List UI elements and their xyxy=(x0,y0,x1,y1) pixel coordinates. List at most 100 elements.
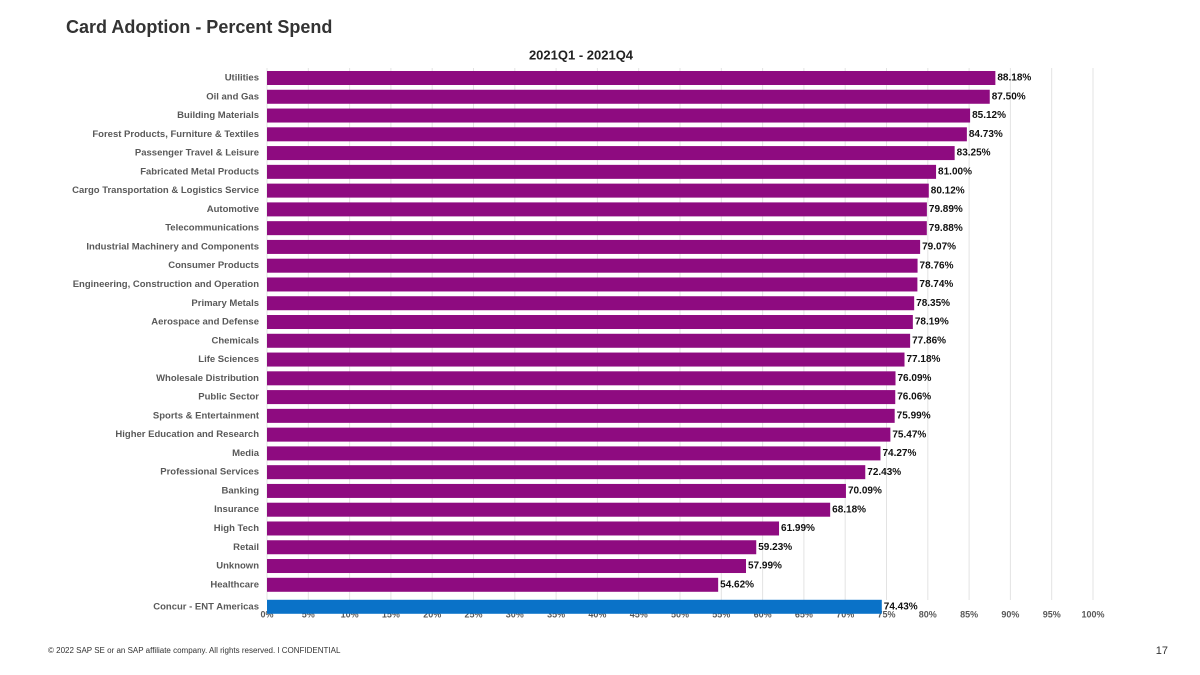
value-label: 76.09% xyxy=(898,373,932,384)
page-number: 17 xyxy=(1156,645,1168,657)
category-label: Unknown xyxy=(216,561,259,572)
chart-title: 2021Q1 - 2021Q4 xyxy=(529,47,634,62)
category-label: Sports & Entertainment xyxy=(153,410,260,421)
category-label: Industrial Machinery and Components xyxy=(86,241,259,252)
bar xyxy=(267,221,927,236)
bar xyxy=(267,390,896,405)
value-label: 81.00% xyxy=(938,166,972,177)
value-label: 72.43% xyxy=(867,467,901,478)
x-tick-label: 65% xyxy=(795,609,813,619)
bar xyxy=(267,483,846,498)
x-tick-label: 15% xyxy=(382,609,400,619)
bar xyxy=(267,239,921,254)
bar xyxy=(267,540,757,555)
category-label: High Tech xyxy=(214,523,259,534)
category-label: Higher Education and Research xyxy=(115,429,259,440)
x-tick-label: 70% xyxy=(836,609,854,619)
category-label: Primary Metals xyxy=(191,298,259,309)
value-label: 57.99% xyxy=(748,561,782,572)
value-label: 59.23% xyxy=(758,542,792,553)
bar xyxy=(267,333,911,348)
bar xyxy=(267,446,881,461)
bar xyxy=(267,164,937,179)
x-tick-label: 50% xyxy=(671,609,689,619)
category-label: Public Sector xyxy=(198,392,259,403)
value-label: 78.19% xyxy=(915,317,949,328)
category-label: Concur - ENT Americas xyxy=(153,601,259,612)
category-label: Banking xyxy=(222,485,260,496)
x-tick-label: 20% xyxy=(423,609,441,619)
value-label: 84.73% xyxy=(969,129,1003,140)
bar xyxy=(267,89,990,104)
x-tick-label: 55% xyxy=(712,609,730,619)
value-label: 80.12% xyxy=(931,185,965,196)
value-label: 70.09% xyxy=(848,486,882,497)
value-label: 75.47% xyxy=(892,429,926,440)
category-label: Consumer Products xyxy=(168,260,259,271)
x-tick-label: 0% xyxy=(260,609,273,619)
bar xyxy=(267,202,927,217)
category-label: Telecommunications xyxy=(165,223,259,234)
value-label: 79.88% xyxy=(929,223,963,234)
value-label: 77.86% xyxy=(912,335,946,346)
x-tick-label: 45% xyxy=(630,609,648,619)
x-tick-label: 75% xyxy=(877,609,895,619)
value-label: 74.43% xyxy=(884,601,918,612)
category-label: Oil and Gas xyxy=(206,91,259,102)
value-label: 79.89% xyxy=(929,204,963,215)
value-label: 85.12% xyxy=(972,110,1006,121)
value-label: 68.18% xyxy=(832,504,866,515)
category-label: Engineering, Construction and Operation xyxy=(73,279,260,290)
slide-title: Card Adoption - Percent Spend xyxy=(66,17,332,37)
value-label: 54.62% xyxy=(720,579,754,590)
x-tick-label: 80% xyxy=(919,609,937,619)
value-label: 75.99% xyxy=(897,411,931,422)
category-label: Healthcare xyxy=(210,579,259,590)
category-label: Media xyxy=(232,448,260,459)
category-label: Insurance xyxy=(214,504,259,515)
x-tick-label: 5% xyxy=(302,609,315,619)
value-label: 78.74% xyxy=(919,279,953,290)
bar xyxy=(267,577,719,592)
x-tick-label: 90% xyxy=(1001,609,1019,619)
category-label: Building Materials xyxy=(177,110,259,121)
category-label: Passenger Travel & Leisure xyxy=(135,148,259,159)
category-label: Professional Services xyxy=(160,467,259,478)
value-label: 79.07% xyxy=(922,242,956,253)
bar xyxy=(267,408,895,423)
bar xyxy=(267,183,929,198)
x-tick-label: 95% xyxy=(1043,609,1061,619)
value-label: 74.27% xyxy=(882,448,916,459)
value-label: 77.18% xyxy=(907,354,941,365)
bar xyxy=(267,315,913,330)
bar xyxy=(267,296,915,311)
bar xyxy=(267,599,882,614)
bar xyxy=(267,502,831,517)
value-label: 78.35% xyxy=(916,298,950,309)
x-tick-label: 10% xyxy=(341,609,359,619)
bar xyxy=(267,258,918,273)
bar xyxy=(267,277,918,292)
bar xyxy=(267,371,896,386)
bar xyxy=(267,108,971,123)
value-label: 87.50% xyxy=(992,91,1026,102)
bar xyxy=(267,521,780,536)
category-label: Chemicals xyxy=(211,335,259,346)
category-label: Automotive xyxy=(207,204,259,215)
category-label: Cargo Transportation & Logistics Service xyxy=(72,185,259,196)
footer: © 2022 SAP SE or an SAP affiliate compan… xyxy=(48,646,341,655)
bar xyxy=(267,127,967,142)
bar xyxy=(267,352,905,367)
category-label: Fabricated Metal Products xyxy=(140,166,259,177)
bar xyxy=(267,71,996,85)
x-tick-label: 85% xyxy=(960,609,978,619)
value-label: 78.76% xyxy=(920,260,954,271)
category-label: Wholesale Distribution xyxy=(156,373,259,384)
bar xyxy=(267,465,866,480)
x-tick-label: 25% xyxy=(464,609,482,619)
value-label: 83.25% xyxy=(957,148,991,159)
x-tick-label: 60% xyxy=(754,609,772,619)
category-label: Utilities xyxy=(225,73,259,84)
category-label: Life Sciences xyxy=(198,354,259,365)
